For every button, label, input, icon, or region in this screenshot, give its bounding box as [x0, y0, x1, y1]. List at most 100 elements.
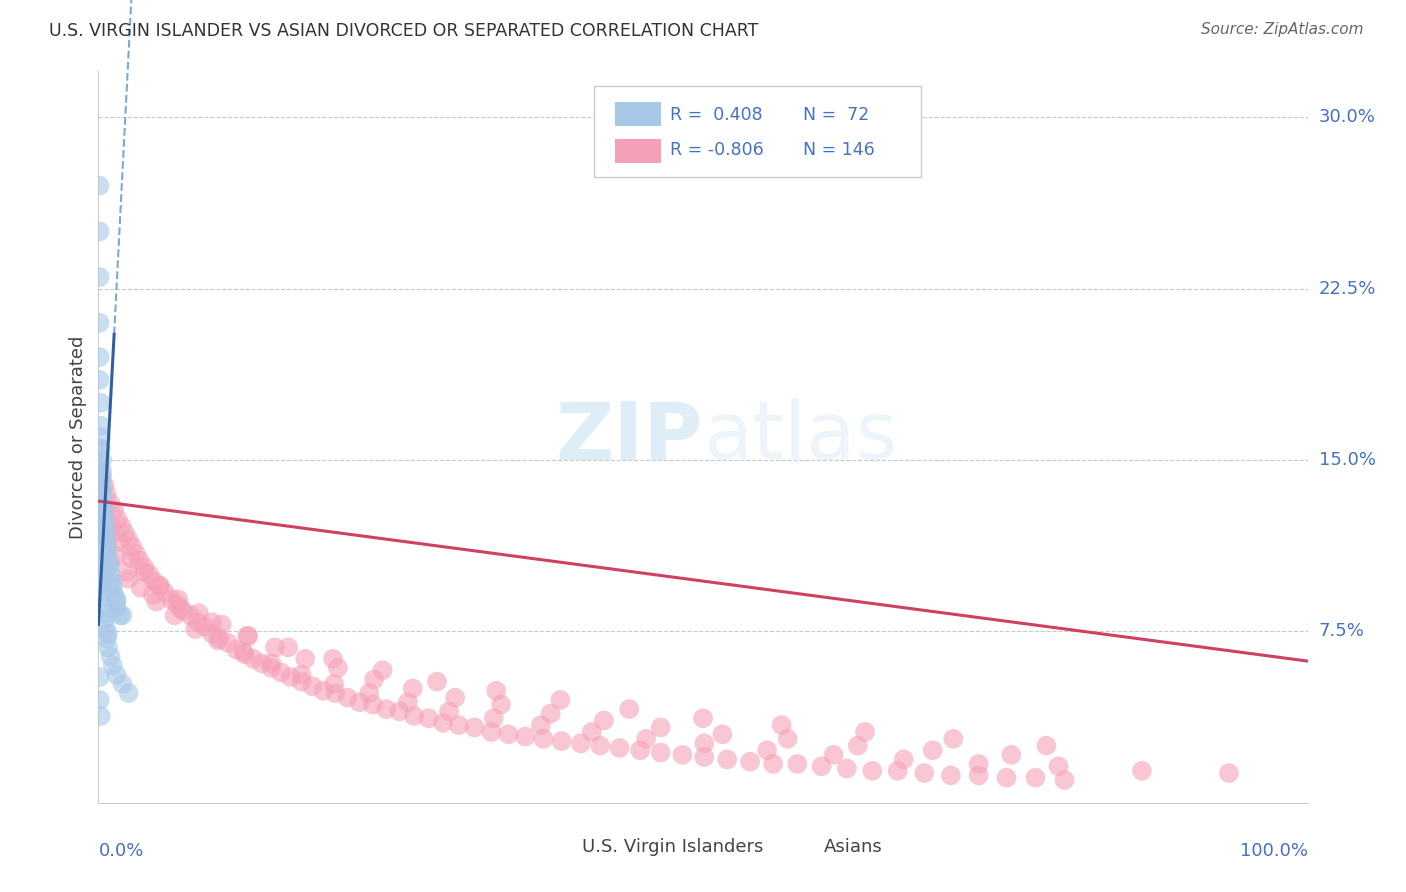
Point: [89, 487, 111, 501]
Point: [361, 698, 384, 712]
Point: [481, 725, 503, 739]
Point: [90, 418, 112, 433]
Text: 30.0%: 30.0%: [1319, 108, 1375, 126]
Point: [388, 705, 411, 719]
Point: [118, 572, 141, 586]
Point: [103, 588, 125, 602]
Point: [270, 665, 292, 680]
Point: [97, 551, 120, 566]
Point: [100, 519, 122, 533]
Text: Source: ZipAtlas.com: Source: ZipAtlas.com: [1201, 22, 1364, 37]
Point: [336, 690, 359, 705]
Point: [426, 674, 449, 689]
Point: [277, 640, 299, 655]
Point: [201, 626, 224, 640]
Point: [264, 640, 287, 655]
Text: 100.0%: 100.0%: [1240, 842, 1308, 860]
Point: [432, 715, 454, 730]
Point: [94, 528, 117, 542]
Point: [312, 683, 335, 698]
Point: [93, 478, 115, 492]
Point: [636, 731, 658, 746]
Point: [942, 731, 965, 746]
Point: [149, 579, 172, 593]
Point: [498, 727, 520, 741]
Point: [105, 667, 128, 681]
Point: [786, 756, 808, 771]
Point: [325, 686, 347, 700]
Point: [550, 734, 572, 748]
Point: [98, 560, 121, 574]
Point: [121, 540, 143, 554]
Point: [91, 469, 114, 483]
Point: [402, 681, 425, 696]
Text: R =  0.408: R = 0.408: [671, 105, 763, 123]
Point: [117, 565, 139, 579]
Text: 22.5%: 22.5%: [1319, 279, 1376, 298]
Point: [89, 442, 111, 456]
Point: [371, 663, 394, 677]
Point: [232, 645, 254, 659]
Point: [995, 771, 1018, 785]
Point: [359, 686, 381, 700]
Point: [105, 601, 128, 615]
Point: [463, 720, 485, 734]
Point: [550, 693, 572, 707]
Text: U.S. Virgin Islanders: U.S. Virgin Islanders: [582, 838, 763, 856]
Point: [540, 706, 562, 721]
Point: [301, 679, 323, 693]
Point: [716, 752, 738, 766]
Point: [134, 560, 156, 574]
Point: [96, 632, 118, 646]
Point: [100, 567, 122, 582]
Point: [105, 592, 128, 607]
Point: [90, 471, 112, 485]
Point: [294, 652, 316, 666]
Point: [91, 464, 114, 478]
Bar: [782, 839, 815, 855]
Point: [89, 458, 111, 472]
Point: [129, 581, 152, 595]
Point: [912, 766, 935, 780]
Point: [90, 485, 112, 500]
Point: [740, 755, 762, 769]
Point: [893, 752, 915, 766]
Point: [91, 475, 114, 490]
Point: [693, 750, 716, 764]
Point: [194, 620, 217, 634]
Point: [91, 516, 114, 531]
Point: [326, 661, 349, 675]
Point: [89, 670, 111, 684]
Point: [89, 316, 111, 330]
Point: [120, 551, 142, 566]
Point: [143, 574, 166, 588]
Point: [756, 743, 779, 757]
Point: [96, 535, 118, 549]
Point: [91, 499, 114, 513]
Point: [96, 544, 118, 558]
Point: [145, 595, 167, 609]
Point: [349, 695, 371, 709]
Point: [125, 547, 148, 561]
Point: [184, 622, 207, 636]
Point: [619, 702, 641, 716]
Point: [91, 583, 114, 598]
Point: [107, 512, 129, 526]
Point: [153, 585, 176, 599]
Text: 15.0%: 15.0%: [1319, 451, 1375, 469]
Point: [89, 499, 111, 513]
Point: [94, 622, 117, 636]
Point: [108, 535, 131, 549]
Point: [581, 725, 603, 739]
Point: [101, 658, 124, 673]
Point: [160, 592, 183, 607]
Point: [592, 714, 614, 728]
Point: [90, 709, 112, 723]
Point: [169, 601, 191, 615]
Point: [100, 649, 122, 664]
Point: [242, 652, 264, 666]
Point: [846, 739, 869, 753]
Point: [142, 588, 165, 602]
Point: [444, 690, 467, 705]
Point: [650, 746, 672, 760]
